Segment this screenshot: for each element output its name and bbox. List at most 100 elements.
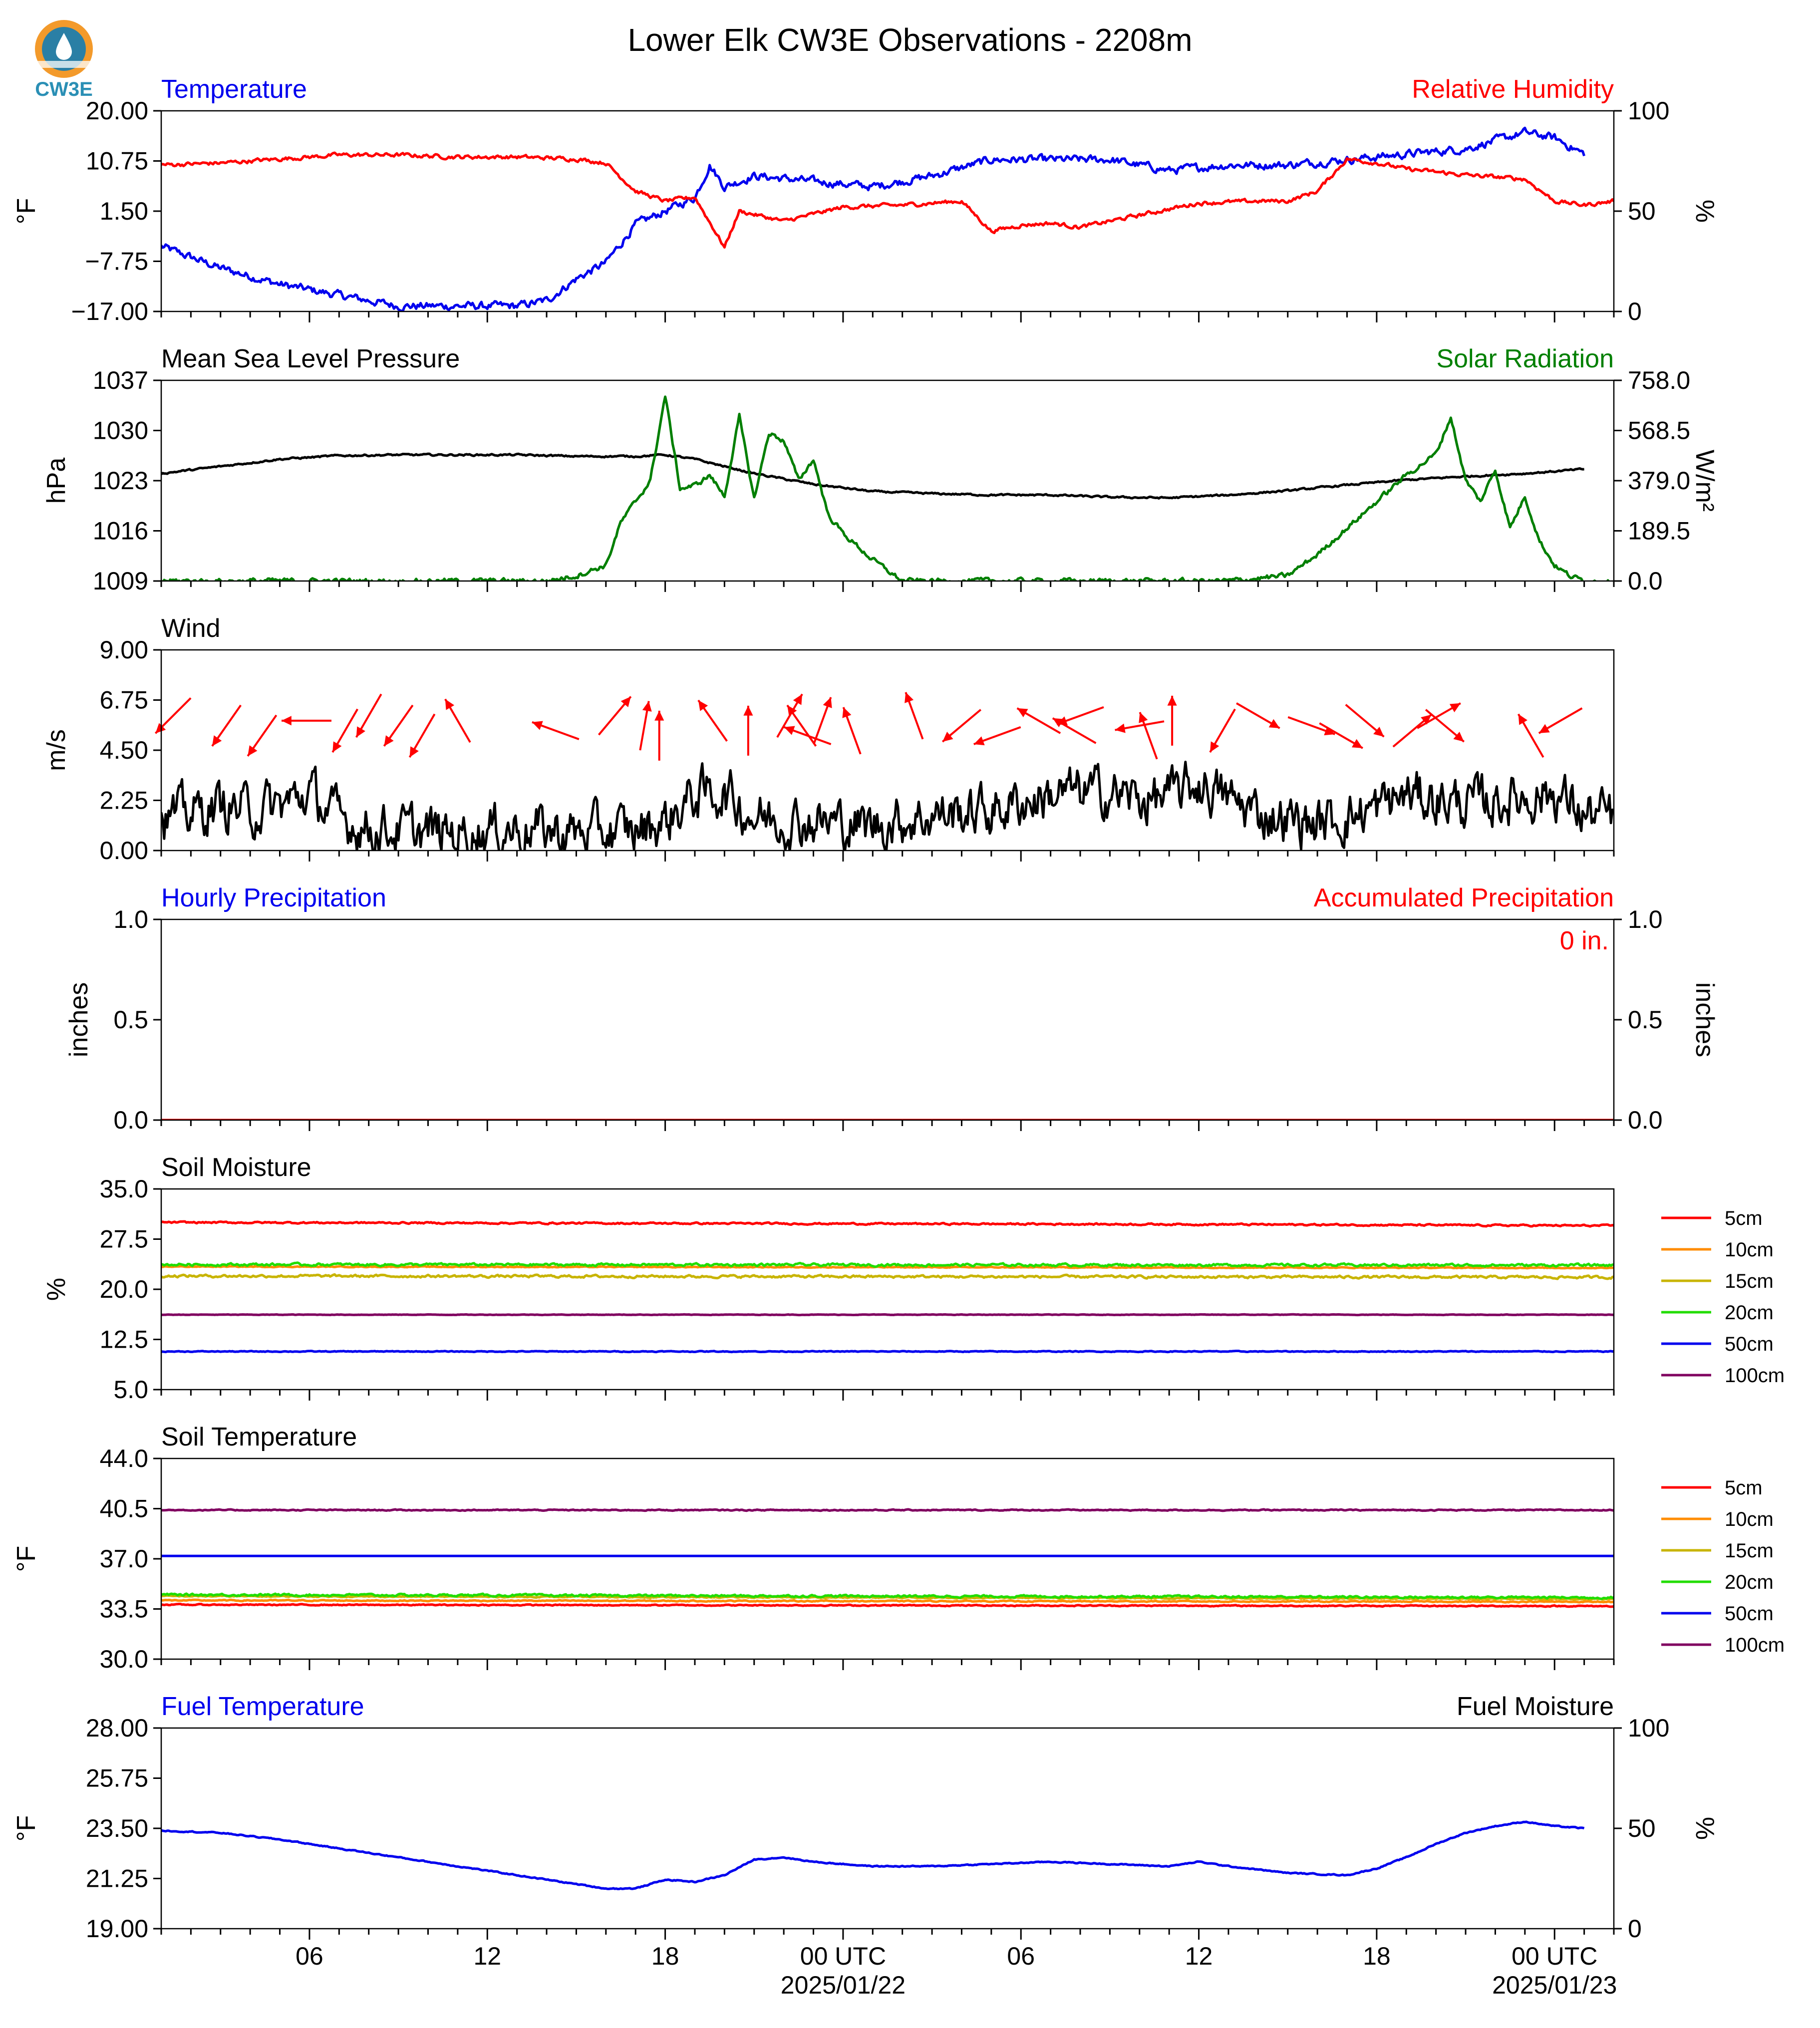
wind-arrow-head xyxy=(905,692,914,703)
y-tick-label: 44.0 xyxy=(100,1445,148,1472)
series-group xyxy=(161,395,1610,581)
y2-tick-label: 1.0 xyxy=(1628,905,1663,933)
y-tick-label: 20.0 xyxy=(100,1275,148,1303)
panel-title-left: Soil Temperature xyxy=(161,1423,357,1451)
y2-tick-label: 189.5 xyxy=(1628,517,1690,545)
series-line-temperature xyxy=(161,126,1585,311)
y-tick-label: 9.00 xyxy=(100,636,148,664)
y2-tick-label: 100 xyxy=(1628,97,1669,125)
y-tick-label: 20.00 xyxy=(86,97,148,125)
wind-arrow-head xyxy=(698,700,708,711)
legend: 5cm 10cm 15cm 20cm 50cm 100cm xyxy=(1661,1207,1785,1387)
wind-arrow-head xyxy=(1518,714,1527,725)
wind-arrow-head xyxy=(1449,703,1461,713)
y-axis-label: °F xyxy=(12,198,41,225)
y-tick-label: 1016 xyxy=(93,517,148,545)
y2-axis-label: inches xyxy=(1690,982,1719,1057)
wind-arrow-head xyxy=(942,731,953,742)
y-axis-label: inches xyxy=(64,982,93,1057)
y-tick-label: 2.25 xyxy=(100,787,148,815)
x-date-label: 2025/01/22 xyxy=(781,1971,906,1999)
wind-arrow-head xyxy=(212,735,222,746)
legend-label: 5cm xyxy=(1725,1477,1763,1499)
legend-label: 20cm xyxy=(1725,1571,1774,1593)
series-line-15cm xyxy=(161,1273,1614,1280)
series-line-5cm xyxy=(161,1603,1614,1608)
y-tick-label: 10.75 xyxy=(86,147,148,175)
series-line-50cm xyxy=(161,1350,1614,1354)
legend-label: 50cm xyxy=(1725,1603,1774,1625)
y-tick-label: 33.5 xyxy=(100,1595,148,1623)
y-tick-label: 21.25 xyxy=(86,1865,148,1893)
y-axis-label: hPa xyxy=(42,458,71,504)
y-tick-label: 1.50 xyxy=(100,197,148,225)
series-line-5cm xyxy=(161,1220,1614,1228)
y-tick-label: 30.0 xyxy=(100,1645,148,1673)
x-tick-label: 18 xyxy=(651,1942,679,1970)
legend-label: 10cm xyxy=(1725,1508,1774,1530)
wind-arrow-head xyxy=(1351,739,1363,748)
wind-arrow-head xyxy=(1421,714,1432,725)
wind-arrow-head xyxy=(1017,708,1028,718)
wind-arrow-head xyxy=(743,705,753,716)
plot-frame xyxy=(160,110,1615,312)
y2-tick-label: 50 xyxy=(1628,1814,1656,1842)
panel-4: 0.0 0.5 1.0 0.0 0.5 1.0 Hourly Precipitation Ac… xyxy=(64,883,1719,1134)
series-group xyxy=(161,761,1614,851)
y-tick-label: 19.00 xyxy=(86,1915,148,1943)
series-line-fuel-temperature xyxy=(161,1820,1585,1890)
wind-arrow-head xyxy=(1139,712,1148,723)
y2-tick-label: 0.0 xyxy=(1628,1106,1663,1134)
wind-arrow-head xyxy=(1167,695,1177,706)
y-tick-label: 1.0 xyxy=(113,905,148,933)
y-tick-label: 0.5 xyxy=(113,1006,148,1034)
y-tick-label: 27.5 xyxy=(100,1225,148,1253)
panel-title-left: Fuel Temperature xyxy=(161,1692,364,1721)
y-tick-label: 1023 xyxy=(93,467,148,495)
legend-label: 50cm xyxy=(1725,1333,1774,1355)
series-line-mean-sea-level-pressure xyxy=(161,452,1584,500)
series-line-wind-speed xyxy=(161,761,1614,851)
panel-title-left: Mean Sea Level Pressure xyxy=(161,344,460,373)
series-line-100cm xyxy=(161,1508,1614,1512)
accumulated-total-label: 0 in. xyxy=(1560,926,1609,955)
cw3e-logo: CW3E xyxy=(35,20,93,100)
y-tick-label: 35.0 xyxy=(100,1175,148,1203)
panel-6: 30.0 33.5 37.0 40.5 44.0 Soil Temperature °F 5c… xyxy=(12,1423,1785,1673)
panel-2: 1009 1016 1023 1030 1037 0.0 189.5 379.0 568.5 75… xyxy=(42,344,1719,595)
y-tick-label: 23.50 xyxy=(86,1814,148,1842)
panel-3: 0.00 2.25 4.50 6.75 9.00 Wind m/s xyxy=(42,614,1615,865)
wind-arrow-head xyxy=(1115,723,1126,733)
wind-arrow-head xyxy=(823,697,832,708)
x-tick-label: 06 xyxy=(1007,1942,1035,1970)
series-line-100cm xyxy=(161,1313,1614,1317)
x-tick-label: 00 UTC xyxy=(1512,1942,1597,1970)
series-group xyxy=(161,1220,1614,1354)
figure-title: Lower Elk CW3E Observations - 2208m xyxy=(627,22,1192,58)
wind-arrow-head xyxy=(973,736,985,746)
y2-axis-label: % xyxy=(1690,1817,1719,1840)
y-axis-label: m/s xyxy=(42,729,71,771)
plot-frame xyxy=(160,1457,1615,1660)
series-line-10cm xyxy=(161,1265,1614,1270)
logo-water-drop-icon xyxy=(56,33,72,60)
y-tick-label: 5.0 xyxy=(113,1376,148,1404)
y-tick-label: 40.5 xyxy=(100,1495,148,1523)
series-group xyxy=(161,1820,1585,1890)
y-tick-label: 1030 xyxy=(93,417,148,445)
wind-arrows xyxy=(154,692,1583,761)
x-tick-label: 00 UTC xyxy=(800,1942,886,1970)
logo-wave-band xyxy=(35,61,93,68)
wind-arrow-head xyxy=(1538,724,1550,733)
x-tick-label: 06 xyxy=(296,1942,323,1970)
y-tick-label: −17.00 xyxy=(71,297,148,325)
plot-frame xyxy=(160,1727,1615,1930)
y-tick-label: 6.75 xyxy=(100,686,148,714)
y2-tick-label: 0 xyxy=(1628,297,1642,325)
y-axis-label: % xyxy=(42,1278,71,1301)
legend-label: 15cm xyxy=(1725,1270,1774,1292)
legend-label: 20cm xyxy=(1725,1302,1774,1324)
y2-axis-label: % xyxy=(1690,200,1719,223)
y2-tick-label: 100 xyxy=(1628,1714,1669,1742)
